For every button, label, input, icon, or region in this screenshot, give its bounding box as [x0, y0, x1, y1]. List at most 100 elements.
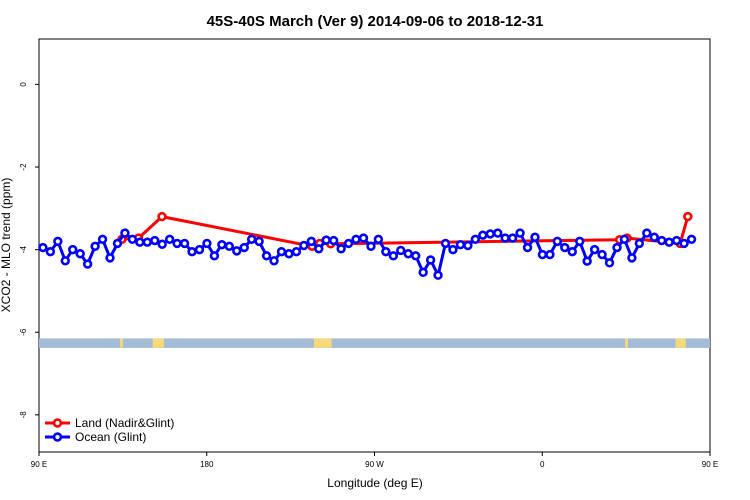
ocean-glint-point-43 [358, 233, 369, 243]
y-tick-label-4: -8 [19, 411, 28, 419]
ocean-glint-point-33 [284, 249, 294, 259]
ocean-glint-point-68 [545, 249, 555, 260]
x-tick-label-0: 90 E [31, 460, 47, 469]
ocean-glint-point-54 [440, 238, 451, 249]
y-axis: 0 -2 -4 -6 -8 [19, 82, 39, 419]
ocean-glint-point-69 [552, 236, 563, 247]
x-tick-label-1: 180 [200, 460, 214, 469]
x-tick-label-2: 90 W [365, 460, 384, 469]
ocean-glint-point-47 [388, 251, 399, 261]
ocean-glint-point-36 [306, 236, 317, 247]
ocean-glint-point-84 [664, 237, 674, 247]
ocean-glint-point-7 [90, 241, 100, 252]
ocean-glint-point-87 [686, 234, 697, 245]
ocean-glint-point-19 [179, 238, 190, 249]
ocean-glint-point-63 [507, 233, 518, 243]
land-ocean-strip [39, 338, 710, 348]
ocean-glint-point-8 [97, 234, 108, 245]
ocean-glint-point-12 [127, 234, 138, 245]
ocean-glint-point-74 [589, 244, 600, 255]
ocean-glint-point-82 [649, 232, 659, 242]
ocean-glint-point-48 [396, 245, 406, 256]
ocean-glint-point-62 [500, 233, 510, 243]
land-patch-0 [120, 338, 123, 348]
y-axis-label: XCO2 - MLO trend (ppm) [0, 178, 13, 313]
ocean-glint-point-73 [582, 256, 592, 266]
land-patch-3 [625, 338, 628, 348]
ocean-glint-point-40 [336, 244, 346, 254]
ocean-glint-point-65 [522, 242, 533, 253]
ocean-glint-point-45 [373, 234, 384, 245]
ocean-glint-point-61 [493, 228, 503, 238]
x-axis: 90 E 180 90 W 0 90 E [31, 452, 718, 469]
ocean-glint-point-1 [45, 246, 56, 257]
ocean-glint-point-66 [530, 232, 540, 242]
ocean-glint-point-23 [209, 251, 220, 261]
ocean-glint-point-81 [642, 228, 652, 238]
ocean-glint-point-0 [38, 242, 48, 253]
ocean-glint-point-39 [328, 235, 339, 246]
x-axis-label: Longitude (deg E) [327, 476, 422, 490]
series-layer [38, 211, 697, 280]
ocean-glint-point-51 [418, 267, 428, 278]
ocean-glint-point-57 [463, 240, 473, 251]
y-tick-label-1: -2 [19, 163, 28, 171]
ocean-glint-point-29 [254, 236, 264, 247]
ocean-glint-point-44 [366, 241, 376, 252]
y-tick-label-3: -6 [19, 328, 28, 336]
x-tick-label-4: 90 E [702, 460, 718, 469]
ocean-glint-point-86 [679, 238, 689, 249]
ocean-glint-point-24 [217, 239, 227, 250]
chart-title: 45S-40S March (Ver 9) 2014-09-06 to 2018… [207, 13, 544, 30]
land-patch-2 [313, 338, 332, 348]
ocean-glint-point-50 [410, 251, 421, 261]
ocean-glint-point-56 [455, 239, 466, 250]
ocean-glint-point-15 [150, 235, 160, 246]
ocean-glint-point-30 [261, 251, 272, 261]
ocean-glint-point-17 [164, 234, 175, 245]
ocean-glint-point-67 [537, 249, 548, 260]
ocean-glint-point-3 [60, 256, 70, 266]
ocean-glint-point-2 [53, 236, 63, 247]
ocean-glint-point-75 [597, 249, 607, 260]
ocean-glint-point-35 [299, 240, 309, 251]
ocean-glint-point-32 [276, 246, 287, 257]
ocean-glint-point-28 [246, 234, 257, 245]
ocean-glint-point-53 [433, 270, 443, 280]
ocean-glint-point-9 [105, 253, 115, 263]
legend-label-ocean-glint: Ocean (Glint) [75, 430, 146, 444]
ocean-glint-point-58 [470, 234, 481, 245]
legend: Land (Nadir&Glint)Ocean (Glint) [45, 416, 174, 444]
ocean-glint-point-11 [120, 228, 130, 238]
ocean-glint-point-83 [657, 235, 667, 246]
ocean-glint-point-20 [187, 246, 197, 257]
ocean-glint-point-77 [612, 242, 622, 253]
ocean-glint-point-5 [75, 249, 85, 259]
ocean-glint-point-10 [112, 238, 123, 249]
y-tick-label-0: 0 [19, 82, 28, 87]
ocean-glint-point-42 [351, 234, 361, 245]
ocean-glint-point-21 [194, 244, 205, 255]
legend-marker-land-nadir-glint [52, 418, 63, 428]
x-tick-label-3: 0 [540, 460, 545, 469]
ocean-glint-point-80 [634, 238, 645, 249]
legend-label-land-nadir-glint: Land (Nadir&Glint) [75, 416, 174, 430]
ocean-glint-point-49 [403, 249, 413, 259]
land-patch-1 [152, 338, 164, 348]
ocean-glint-point-27 [239, 242, 249, 253]
ocean-glint-point-38 [321, 235, 331, 245]
ocean-glint-point-26 [232, 246, 242, 256]
ocean-glint-point-31 [269, 256, 279, 266]
ocean-glint-point-70 [560, 242, 570, 253]
ocean-glint-point-41 [343, 238, 354, 249]
ocean-glint-point-52 [425, 255, 436, 265]
land-nadir-glint-point-9 [683, 211, 693, 222]
land-patch-4 [675, 338, 686, 348]
ocean-glint-point-46 [381, 246, 391, 257]
ocean-glint-point-25 [224, 241, 235, 252]
ocean-glint-point-55 [448, 244, 458, 255]
ocean-glint-point-79 [627, 253, 637, 263]
ocean-glint-point-71 [567, 246, 577, 257]
ocean-glint-point-13 [135, 237, 145, 247]
